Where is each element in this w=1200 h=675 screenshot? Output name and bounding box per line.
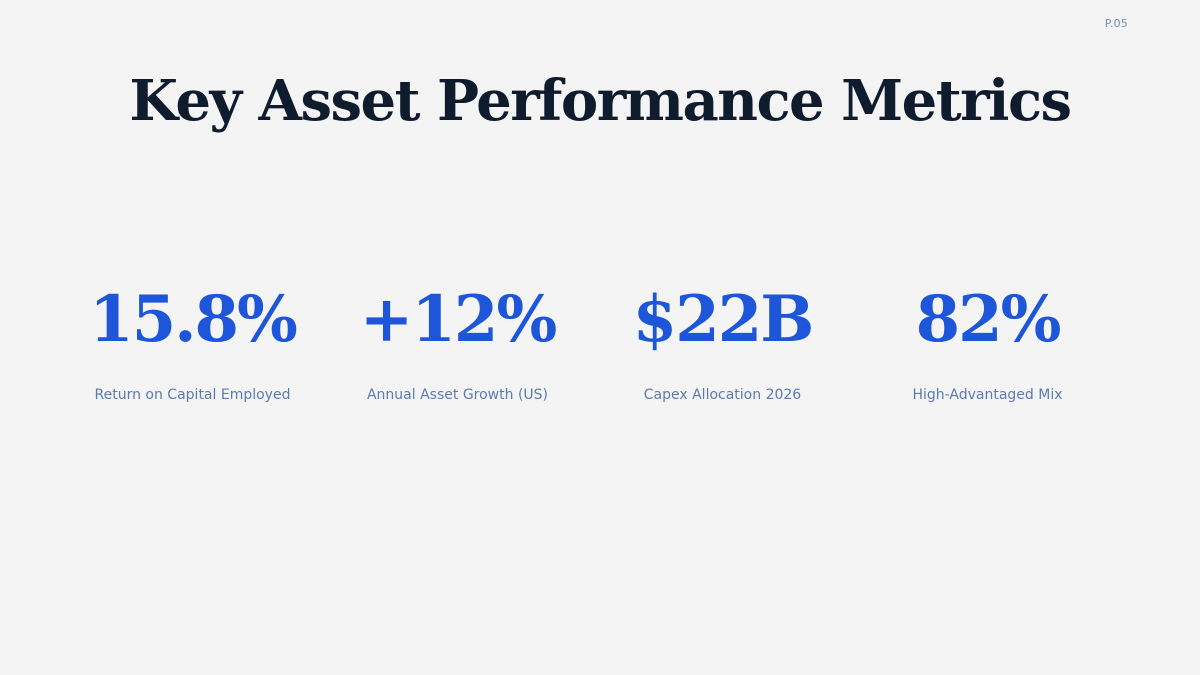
metric-annual-asset-growth: +12% Annual Asset Growth (US) [325, 280, 590, 404]
metric-value: $22B [632, 282, 815, 357]
metric-label: High-Advantaged Mix [912, 387, 1063, 403]
metric-value: 15.8% [89, 282, 298, 357]
metric-value: 82% [915, 282, 1062, 357]
metric-capex-allocation: $22B Capex Allocation 2026 [590, 280, 855, 404]
metric-return-on-capital: 15.8% Return on Capital Employed [60, 280, 325, 404]
metric-high-advantaged-mix: 82% High-Advantaged Mix [855, 280, 1120, 404]
metric-label: Capex Allocation 2026 [643, 387, 802, 403]
metric-label: Return on Capital Employed [94, 387, 291, 403]
metrics-row: 15.8% Return on Capital Employed +12% An… [60, 280, 1120, 420]
metric-label: Annual Asset Growth (US) [366, 387, 548, 403]
metric-value: +12% [359, 282, 558, 357]
page-number: P.05 [1104, 17, 1128, 30]
slide-title: Key Asset Performance Metrics [129, 68, 1072, 134]
